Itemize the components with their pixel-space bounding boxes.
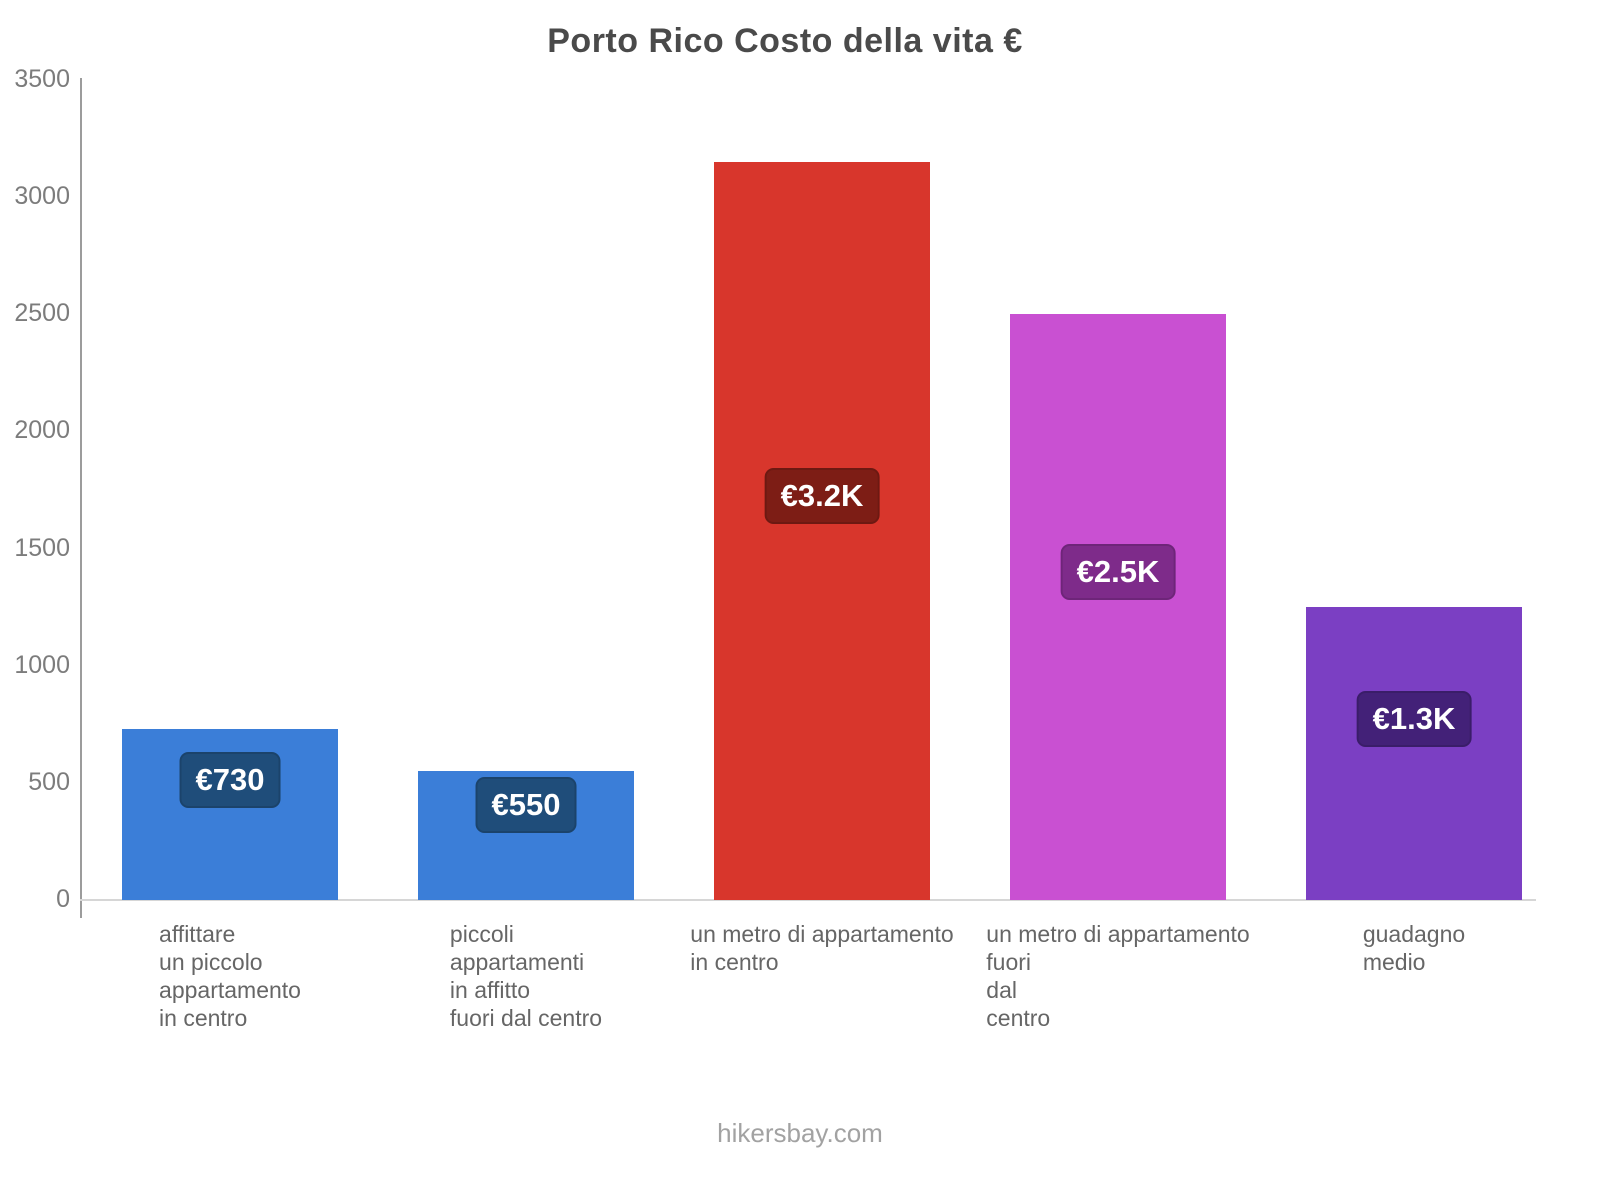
- y-tick-label: 3000: [14, 182, 70, 211]
- bar-3[interactable]: €2.5K: [1010, 314, 1226, 900]
- bar-1[interactable]: €550: [418, 771, 634, 900]
- x-category-label-line: medio: [1362, 949, 1426, 975]
- value-badge: €1.3K: [1356, 691, 1472, 747]
- y-tick-label: 500: [28, 767, 70, 796]
- x-category-label: un metro di appartamento in centro: [674, 920, 970, 976]
- y-axis-line: [80, 78, 82, 918]
- value-badge: €550: [475, 777, 577, 833]
- x-category-label-text: affittare un piccolo appartamento in centro: [159, 920, 301, 1032]
- x-category-label-line: in centro: [690, 949, 779, 975]
- y-tick-label: 3500: [14, 65, 70, 93]
- x-category-label-line: appartamento: [159, 977, 301, 1003]
- x-category-label-line: fuori: [986, 949, 1032, 975]
- x-category-label-line: guadagno: [1362, 921, 1466, 947]
- x-category-label-line: in affitto: [449, 977, 531, 1003]
- x-category-label-line: centro: [986, 1005, 1051, 1031]
- x-category-label-text: guadagno medio: [1363, 920, 1465, 976]
- x-category-label-text: un metro di appartamento in centro: [690, 920, 953, 976]
- x-category-label-line: dal: [986, 977, 1017, 1003]
- x-axis-baseline: [80, 899, 1536, 901]
- x-category-label-text: un metro di appartamento fuori dal centro: [986, 920, 1249, 1032]
- footer-watermark: hikersbay.com: [717, 1118, 883, 1148]
- value-badge: €3.2K: [764, 468, 880, 524]
- bar-2[interactable]: €3.2K: [714, 162, 930, 900]
- y-tick-label: 2500: [14, 299, 70, 328]
- bar-4[interactable]: €1.3K: [1306, 607, 1522, 900]
- chart-title: Porto Rico Costo della vita €: [547, 22, 1023, 60]
- x-category-label: affittare un piccolo appartamento in centro: [82, 920, 378, 1032]
- value-badge: €2.5K: [1060, 544, 1176, 600]
- x-category-label-text: piccoli appartamenti in affitto fuori dal c…: [450, 920, 602, 1032]
- y-tick-label: 0: [56, 885, 70, 913]
- x-category-label-line: un metro di appartamento: [986, 921, 1250, 947]
- value-badge: €730: [179, 752, 281, 808]
- x-category-label-line: un piccolo: [159, 949, 263, 975]
- x-category-label: piccoli appartamenti in affitto fuori dal c…: [378, 920, 674, 1032]
- x-category-label-line: appartamenti: [449, 949, 585, 975]
- x-category-label-line: in centro: [159, 1005, 248, 1031]
- x-category-label-line: piccoli: [449, 921, 514, 947]
- bar-0[interactable]: €730: [122, 729, 338, 900]
- x-category-label-line: un metro di appartamento: [690, 921, 954, 947]
- y-tick-label: 2000: [14, 416, 70, 445]
- x-category-label-line: fuori dal centro: [449, 1005, 603, 1031]
- x-category-label: un metro di appartamento fuori dal centro: [970, 920, 1266, 1032]
- y-tick-label: 1000: [14, 650, 70, 679]
- x-category-label: guadagno medio: [1266, 920, 1562, 976]
- y-tick-label: 1500: [14, 533, 70, 562]
- x-category-label-line: affittare: [159, 921, 236, 947]
